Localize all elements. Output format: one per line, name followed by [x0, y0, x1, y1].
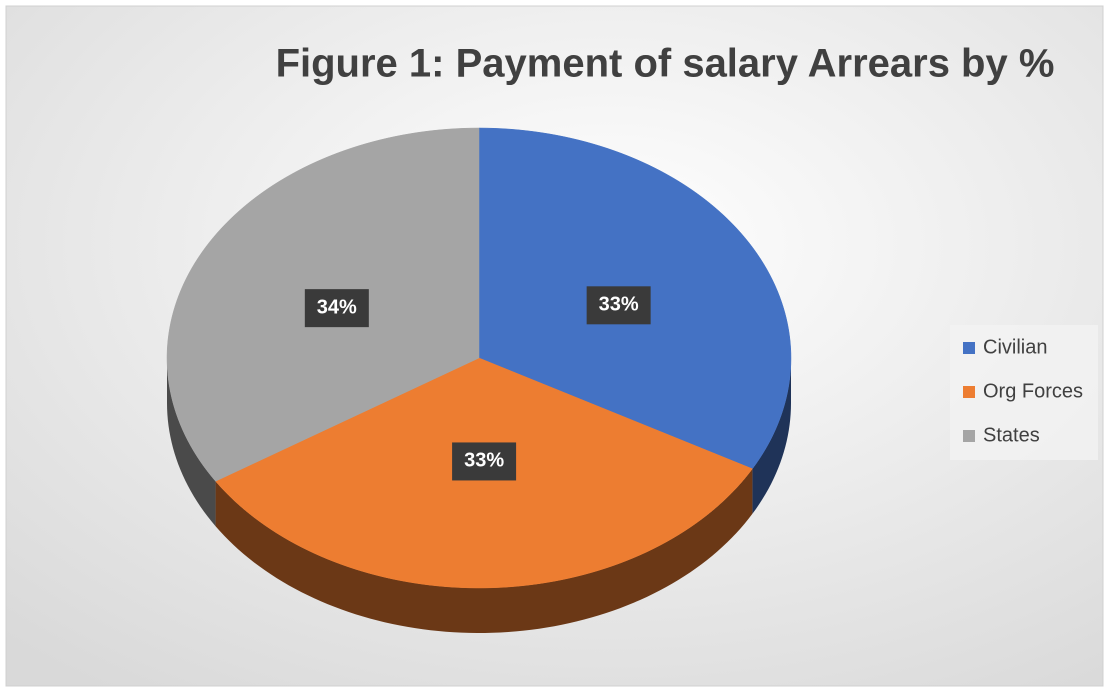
legend-label: States — [983, 424, 1040, 446]
legend-swatch — [963, 386, 975, 398]
slice-side — [215, 468, 753, 633]
data-label-box — [452, 442, 517, 481]
slice-side — [752, 358, 791, 514]
legend-label: Civilian — [983, 336, 1047, 358]
legend-swatch — [963, 430, 975, 442]
data-label: 34% — [317, 296, 357, 318]
data-label-box — [304, 289, 369, 328]
data-label: 33% — [464, 450, 504, 472]
data-label: 33% — [599, 294, 639, 316]
slice-side — [167, 358, 216, 527]
legend-swatch — [963, 342, 975, 354]
legend-label: Org Forces — [983, 380, 1083, 402]
chart-title: Figure 1: Payment of salary Arrears by % — [276, 42, 1055, 86]
data-label-box — [586, 286, 651, 325]
